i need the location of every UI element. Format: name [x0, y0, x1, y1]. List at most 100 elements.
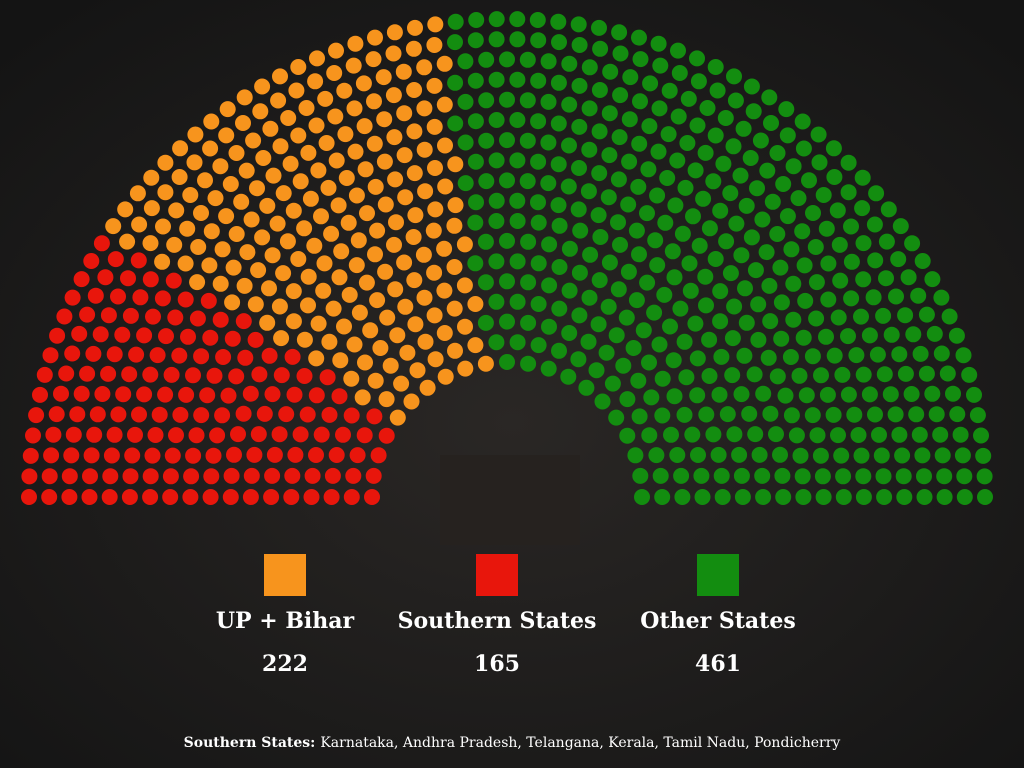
seat	[446, 217, 463, 234]
seat	[275, 265, 292, 282]
seat	[924, 271, 941, 288]
seat	[457, 53, 474, 70]
seat	[791, 367, 808, 384]
seat	[876, 366, 893, 383]
seat	[243, 211, 260, 228]
seat	[956, 489, 973, 505]
seat	[602, 63, 619, 80]
seat	[878, 270, 894, 287]
seat	[347, 35, 364, 52]
seat	[843, 290, 860, 307]
seat	[713, 348, 730, 365]
seat	[346, 100, 363, 117]
seat	[894, 447, 911, 464]
seat	[769, 145, 786, 161]
seat	[801, 172, 817, 189]
seat	[185, 447, 202, 464]
seat	[151, 406, 168, 423]
seat	[551, 217, 568, 234]
seat	[796, 257, 813, 274]
seat	[775, 176, 792, 192]
seat	[916, 468, 932, 485]
seat	[206, 367, 223, 384]
seat	[813, 367, 829, 384]
seat	[530, 255, 547, 272]
seat	[425, 222, 442, 239]
seat	[891, 346, 908, 363]
seat	[551, 342, 567, 359]
seat	[348, 187, 365, 204]
seat	[550, 74, 567, 91]
seat	[252, 103, 269, 120]
seat	[22, 447, 39, 464]
seat	[726, 426, 743, 443]
seat	[172, 140, 189, 157]
seat	[271, 426, 288, 443]
seat	[560, 368, 577, 385]
footnote-label: Southern States:	[184, 735, 316, 751]
seat	[641, 118, 658, 135]
seat	[323, 489, 340, 505]
seat	[581, 141, 598, 158]
seat	[436, 282, 453, 299]
seat	[100, 307, 117, 324]
seat	[785, 275, 802, 292]
seat	[561, 240, 578, 257]
seat	[855, 489, 872, 505]
seat	[193, 205, 209, 221]
seat	[911, 426, 928, 443]
seat	[406, 123, 423, 140]
seat	[684, 426, 701, 443]
seat	[541, 236, 558, 253]
seat	[783, 407, 800, 424]
seat	[36, 366, 53, 383]
seat	[855, 468, 872, 485]
seat	[733, 247, 750, 264]
seat	[467, 72, 484, 89]
seat	[447, 342, 463, 359]
seat	[92, 326, 109, 343]
seat	[855, 366, 872, 383]
seat	[416, 289, 433, 306]
seat	[202, 489, 219, 505]
seat	[530, 72, 547, 89]
seat	[798, 387, 815, 404]
seat	[144, 447, 161, 464]
seat	[834, 366, 851, 383]
seat	[457, 134, 474, 151]
seat	[436, 325, 453, 341]
seat	[773, 294, 790, 311]
seat	[185, 367, 201, 384]
seat	[698, 297, 714, 314]
seat	[142, 235, 159, 252]
seat	[245, 132, 262, 149]
seat	[426, 118, 443, 135]
seat	[488, 31, 505, 48]
seat	[477, 355, 494, 372]
seat	[369, 292, 386, 309]
seat	[214, 407, 231, 424]
seat	[670, 42, 686, 59]
seat	[81, 489, 98, 505]
seat	[366, 93, 382, 110]
seat	[366, 135, 383, 152]
seat	[651, 336, 668, 353]
seat	[835, 468, 852, 485]
seat	[895, 468, 912, 485]
seat	[250, 426, 267, 443]
seat	[235, 405, 252, 422]
seat	[615, 357, 632, 374]
seat	[648, 447, 665, 464]
seat	[437, 178, 454, 195]
seat	[427, 160, 443, 176]
seat	[367, 246, 383, 263]
seat	[811, 154, 828, 171]
seat	[246, 446, 263, 463]
value-label: 461	[695, 651, 741, 677]
seat	[592, 40, 609, 57]
seat	[654, 489, 671, 505]
legend-label: Other States	[640, 608, 795, 634]
seat	[734, 489, 751, 505]
seat	[488, 213, 505, 229]
seat	[203, 468, 220, 485]
